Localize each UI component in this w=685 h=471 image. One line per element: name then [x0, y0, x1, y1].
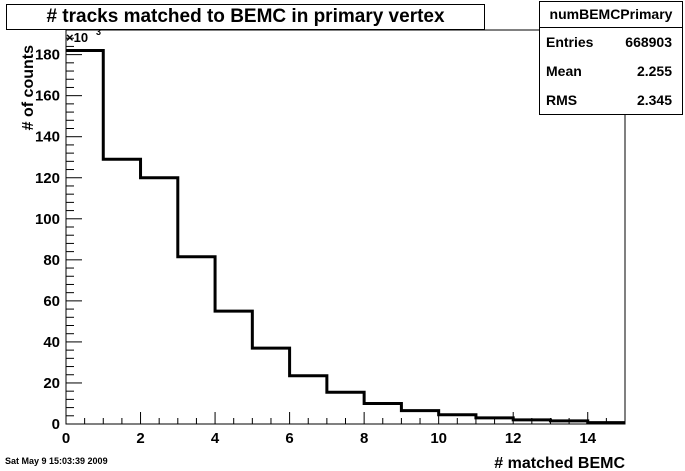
y-multiplier-exponent: 3	[96, 27, 101, 37]
x-tick-label: 0	[62, 430, 70, 447]
stats-entries-value: 668903	[625, 34, 672, 50]
stats-rms-value: 2.345	[636, 92, 672, 108]
y-tick-label: 140	[35, 129, 60, 146]
y-tick-label: 80	[43, 252, 60, 269]
y-tick-label: 180	[35, 47, 60, 64]
stats-row-entries: Entries 668903	[540, 28, 682, 57]
x-tick-label: 4	[211, 430, 220, 447]
y-tick-label: 100	[35, 211, 60, 228]
x-tick-label: 14	[579, 430, 596, 447]
stats-mean-label: Mean	[546, 63, 582, 79]
x-tick-label: 6	[285, 430, 293, 447]
stats-entries-label: Entries	[546, 34, 594, 50]
x-axis-title: # matched BEMC	[494, 455, 625, 471]
x-tick-label: 12	[505, 430, 522, 447]
stats-rms-label: RMS	[546, 92, 578, 108]
x-tick-label: 8	[360, 430, 368, 447]
stats-histogram-name: numBEMCPrimary	[540, 2, 682, 28]
stats-row-mean: Mean 2.255	[540, 57, 682, 86]
y-tick-label: 20	[43, 375, 60, 392]
stats-box: numBEMCPrimary Entries 668903 Mean 2.255…	[539, 1, 683, 115]
stats-mean-value: 2.255	[636, 63, 672, 79]
chart-title: # tracks matched to BEMC in primary vert…	[6, 4, 485, 30]
y-tick-label: 160	[35, 88, 60, 105]
stats-row-rms: RMS 2.345	[540, 86, 682, 115]
timestamp-label: Sat May 9 15:03:39 2009	[5, 456, 108, 466]
y-tick-label: 120	[35, 170, 60, 187]
y-tick-label: 40	[43, 334, 60, 351]
y-tick-label: 0	[52, 416, 60, 433]
y-multiplier-label: ×10	[66, 30, 88, 45]
x-tick-label: 2	[136, 430, 144, 447]
histogram-outline	[66, 49, 625, 425]
y-axis-title: # of counts	[20, 45, 37, 130]
x-tick-label: 10	[430, 430, 447, 447]
y-tick-label: 60	[43, 293, 60, 310]
